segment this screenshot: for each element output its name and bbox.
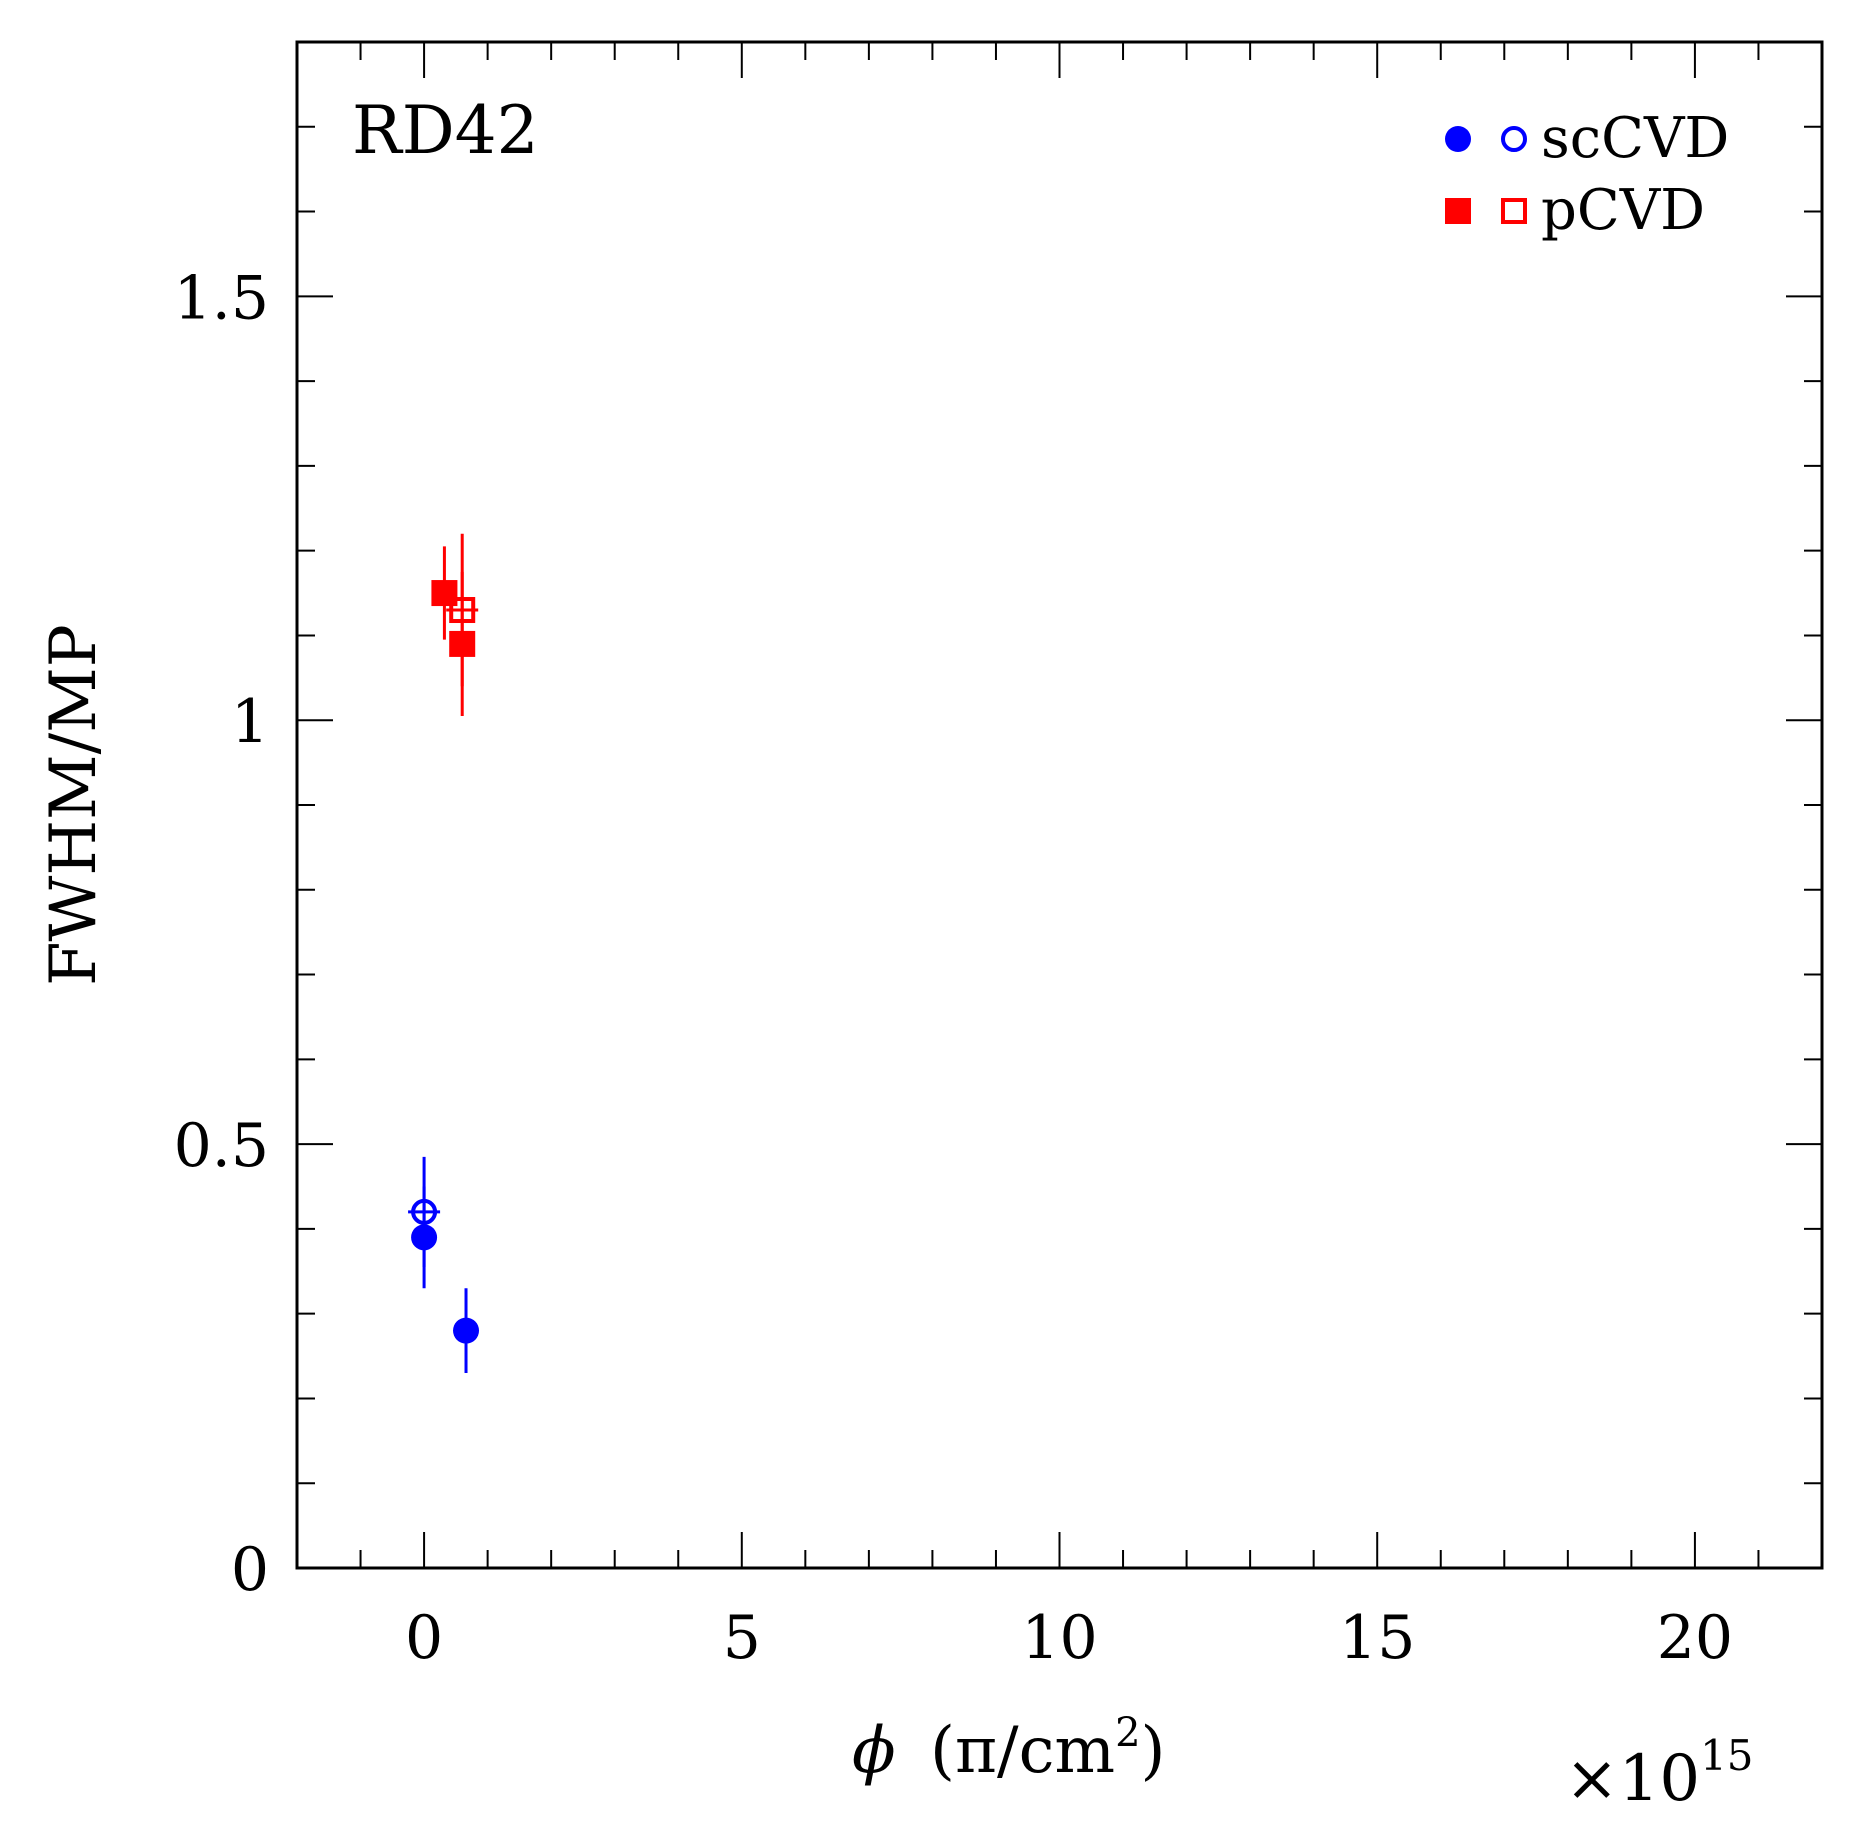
x-axis-multiplier: ×1015 [1565, 1731, 1754, 1816]
data-point [449, 597, 476, 624]
axis-ticks [296, 41, 1823, 1569]
legend-markers [1445, 126, 1527, 224]
x-multiplier-exp: 15 [1700, 1731, 1753, 1780]
y-axis-title: FWHM/MP [37, 624, 111, 986]
x-tick-label: 15 [1339, 1603, 1415, 1673]
legend: scCVD pCVD [1445, 106, 1729, 243]
legend-label-sccvd: scCVD [1541, 106, 1729, 171]
y-tick-label: 1.5 [174, 263, 269, 333]
legend-label-pcvd: pCVD [1541, 178, 1705, 243]
data-point [431, 580, 458, 607]
data-point [411, 1198, 438, 1225]
x-axis-open-paren: ( [930, 1714, 955, 1788]
x-tick-label: 20 [1657, 1603, 1733, 1673]
y-tick-label: 0 [231, 1535, 269, 1605]
x-multiplier-base: ×10 [1565, 1742, 1700, 1816]
y-tick-label: 1 [231, 687, 269, 757]
tick-labels: 0 5 10 15 20 0 0.5 1 1.5 [174, 263, 1734, 1673]
legend-marker-open [1501, 198, 1527, 224]
data-points [408, 533, 480, 1374]
x-axis-close-paren: ) [1141, 1714, 1166, 1788]
legend-marker-open [1501, 126, 1527, 152]
plot-frame [295, 40, 1824, 1570]
rd42-label: RD42 [352, 92, 539, 169]
legend-marker-filled [1445, 198, 1471, 224]
x-axis-symbol: ϕ [852, 1714, 896, 1788]
x-tick-label: 5 [723, 1603, 761, 1673]
x-tick-label: 0 [405, 1603, 443, 1673]
x-axis-unit-exp: 2 [1115, 1710, 1140, 1756]
y-tick-label: 0.5 [174, 1111, 269, 1181]
legend-marker-filled [1445, 126, 1471, 152]
data-point [453, 1317, 480, 1344]
x-tick-label: 10 [1021, 1603, 1097, 1673]
x-axis-unit-base: π/cm [955, 1714, 1115, 1788]
x-axis-title: ϕ (π/cm2) [852, 1710, 1166, 1788]
